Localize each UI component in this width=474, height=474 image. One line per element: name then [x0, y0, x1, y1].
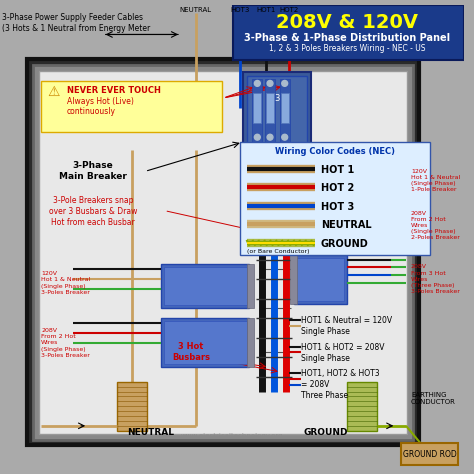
Text: HOT 2: HOT 2	[321, 183, 354, 193]
Circle shape	[282, 81, 288, 86]
Bar	[254, 93, 261, 123]
Circle shape	[255, 134, 260, 140]
Text: 208V & 120V: 208V & 120V	[276, 13, 419, 32]
Text: 3-Phase & 1-Phase Distribution Panel: 3-Phase & 1-Phase Distribution Panel	[244, 33, 450, 43]
Bar	[162, 318, 249, 367]
Text: EARTHING
CONDUCTOR: EARTHING CONDUCTOR	[411, 392, 456, 405]
Bar	[246, 318, 255, 367]
Text: 120V
Hot 1 & Neutral
(Single Phase)
3-Poles Breaker: 120V Hot 1 & Neutral (Single Phase) 3-Po…	[41, 271, 91, 295]
Bar	[246, 264, 255, 309]
Text: HOT1, HOT2 & HOT3
= 208V
Three Phase: HOT1, HOT2 & HOT3 = 208V Three Phase	[301, 369, 380, 400]
Text: 120V
Hot 1 & Neutral
(Single Phase)
1-Pole Breaker: 120V Hot 1 & Neutral (Single Phase) 1-Po…	[411, 169, 460, 192]
Bar	[296, 257, 345, 301]
Bar	[33, 65, 413, 439]
Text: GROUND: GROUND	[303, 428, 348, 437]
Text: Wiring Color Codes (NEC): Wiring Color Codes (NEC)	[274, 147, 395, 156]
Text: NEUTRAL: NEUTRAL	[321, 220, 372, 230]
Circle shape	[267, 134, 273, 140]
Text: NEUTRAL: NEUTRAL	[180, 7, 212, 13]
Text: 3-Phase
Main Breaker: 3-Phase Main Breaker	[59, 162, 127, 182]
Bar	[243, 72, 311, 150]
Bar	[290, 210, 297, 240]
Text: 208V
From 3 Hot
Wires
(Three Phase)
3-Poles Breaker: 208V From 3 Hot Wires (Three Phase) 3-Po…	[411, 264, 460, 294]
Bar	[265, 79, 275, 143]
Text: 1, 2 & 3 Poles Breakers Wiring - NEC - US: 1, 2 & 3 Poles Breakers Wiring - NEC - U…	[269, 44, 426, 53]
Bar	[296, 173, 345, 194]
Text: GROUND: GROUND	[321, 239, 369, 249]
Text: 208V
From 2 Hot
Wires
(Single Phase)
2-Poles Breaker: 208V From 2 Hot Wires (Single Phase) 2-P…	[411, 210, 460, 240]
Text: 3-Phase Power Supply Feeder Cables
(3 Hots & 1 Neutral from Energy Meter: 3-Phase Power Supply Feeder Cables (3 Ho…	[2, 13, 150, 33]
Bar	[290, 170, 297, 197]
Circle shape	[255, 81, 260, 86]
Bar	[39, 71, 407, 434]
Bar	[240, 142, 430, 255]
Text: (or Bare Conductor): (or Bare Conductor)	[246, 249, 309, 254]
Bar	[118, 382, 147, 431]
Text: HOT 1: HOT 1	[321, 164, 354, 174]
Bar	[293, 210, 347, 240]
Text: HOT2: HOT2	[279, 7, 298, 13]
Text: NEVER EVER TOUCH: NEVER EVER TOUCH	[66, 86, 160, 95]
Text: 3-Pole Breakers snap
over 3 Busbars & Draw
Hot from each Busbar: 3-Pole Breakers snap over 3 Busbars & Dr…	[49, 196, 137, 227]
Bar	[27, 59, 419, 446]
Bar	[280, 79, 290, 143]
Bar	[281, 93, 289, 123]
Text: continuously: continuously	[66, 107, 116, 116]
Text: HOT3: HOT3	[230, 7, 249, 13]
Bar	[162, 264, 249, 309]
Text: HOT1 & HOT2 = 208V
Single Phase: HOT1 & HOT2 = 208V Single Phase	[301, 343, 385, 363]
Text: www.electricaltechnology.org: www.electricaltechnology.org	[181, 433, 283, 438]
Bar	[293, 170, 347, 197]
Text: HOT1: HOT1	[256, 7, 276, 13]
Circle shape	[282, 134, 288, 140]
Bar	[164, 321, 246, 364]
Bar	[233, 5, 464, 60]
Bar	[401, 444, 458, 465]
Bar	[246, 75, 307, 146]
Bar	[266, 93, 274, 123]
Text: 208V
From 2 Hot
Wires
(Single Phase)
3-Poles Breaker: 208V From 2 Hot Wires (Single Phase) 3-P…	[41, 328, 90, 358]
Bar	[253, 79, 262, 143]
Bar	[41, 82, 222, 132]
Bar	[290, 255, 297, 303]
Bar	[293, 255, 347, 303]
Bar	[164, 267, 246, 305]
Text: GROUND ROD: GROUND ROD	[402, 450, 456, 459]
Bar	[347, 382, 377, 431]
Text: 3 Hot
Busbars: 3 Hot Busbars	[172, 342, 210, 363]
Text: HOT 3: HOT 3	[321, 202, 354, 212]
Circle shape	[267, 81, 273, 86]
Text: HOT1 & Neutral = 120V
Single Phase: HOT1 & Neutral = 120V Single Phase	[301, 316, 392, 337]
Text: Always Hot (Live): Always Hot (Live)	[66, 97, 133, 106]
Text: NEUTRAL: NEUTRAL	[127, 428, 174, 437]
Bar	[296, 213, 345, 237]
Text: ⚠: ⚠	[47, 85, 59, 100]
Text: 3: 3	[274, 93, 280, 102]
